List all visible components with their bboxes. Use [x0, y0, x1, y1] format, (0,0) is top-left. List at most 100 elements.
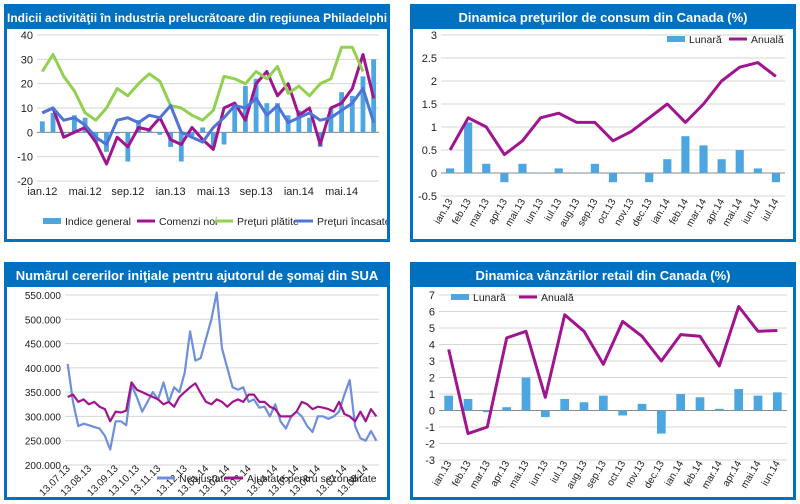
bar	[663, 159, 672, 173]
bar	[360, 76, 366, 133]
bar	[699, 145, 708, 173]
bar	[178, 132, 184, 162]
bar	[560, 398, 570, 411]
legend-swatch	[451, 294, 469, 300]
y-tick-label: 3	[429, 356, 435, 368]
bar	[681, 136, 690, 173]
y-tick-label: 500.000	[25, 315, 62, 326]
bar	[717, 159, 726, 173]
bar	[296, 110, 302, 133]
legend-label: Preţuri plătite	[237, 216, 299, 228]
bar	[200, 127, 206, 133]
y-tick-label: -10	[17, 152, 33, 164]
bar	[772, 392, 782, 411]
chart-title-cpi-canada: Dinamica preţurilor de consum din Canada…	[413, 7, 793, 29]
bar	[253, 78, 259, 133]
x-tick-label: mar.14	[700, 459, 725, 491]
bar	[349, 95, 355, 133]
x-tick-label: iun.14	[740, 197, 763, 226]
bar	[753, 168, 762, 173]
bar	[482, 410, 492, 413]
y-tick-label: 250.000	[25, 437, 62, 448]
x-tick-label: sep.12	[111, 186, 144, 198]
y-tick-label: 0	[429, 406, 435, 418]
series-line	[41, 53, 376, 166]
chart-svg-jobless-claims: 200.000 250.000 300.000 350.000 400.000 450.0…	[25, 291, 379, 497]
y-tick-label: 40	[21, 30, 33, 42]
y-tick-label: 3	[431, 30, 437, 42]
x-tick-label: sep.13	[240, 186, 273, 198]
x-tick-label: ian.12	[27, 186, 57, 198]
bar	[598, 395, 608, 411]
y-tick-label: 450.000	[25, 340, 62, 351]
bar	[339, 92, 344, 133]
x-tick-label: mai.14	[739, 459, 764, 491]
y-tick-label: 4	[429, 340, 435, 352]
chart-panel-philadelphia: Indicii activităţii în industria prelucr…	[4, 4, 390, 242]
y-tick-label: 2	[429, 373, 435, 385]
bar	[39, 121, 45, 133]
bar	[645, 173, 654, 183]
bar	[618, 410, 628, 416]
y-tick-label: 0	[27, 127, 33, 139]
bar	[627, 173, 636, 174]
chart-panel-cpi-canada: Dinamica preţurilor de consum din Canada…	[410, 4, 796, 242]
chart-svg-retail-canada: -3-2-101234567ian.13feb.13mar.13apr.13ma…	[425, 290, 787, 491]
x-tick-label: ian.14	[284, 186, 314, 198]
chart-svg-philadelphia: -20 -10 0 10 20 30 40 ian.12 mai.12 sep.12 ian.13 m…	[17, 30, 387, 228]
legend-label: Ajustate pentru sezonalitate	[247, 473, 377, 485]
bar	[735, 150, 744, 173]
bar	[72, 115, 77, 133]
bar	[572, 173, 581, 174]
chart-title-jobless-claims: Numărul cererilor iniţiale pentru ajutor…	[7, 265, 387, 287]
x-tick-label: ian.13	[156, 186, 186, 198]
y-tick-label: -0.5	[418, 191, 437, 203]
bar	[637, 403, 647, 411]
bar	[656, 410, 666, 434]
y-tick-label: 200.000	[25, 461, 62, 472]
series-line	[41, 87, 376, 146]
y-tick-label: 2.5	[422, 53, 437, 65]
y-tick-label: 400.000	[25, 364, 62, 375]
legend-swatch	[43, 218, 61, 224]
bar	[554, 168, 563, 173]
bar	[714, 408, 724, 411]
bar	[753, 395, 763, 411]
bar	[232, 108, 238, 133]
series-line	[41, 45, 365, 122]
y-tick-label: 1	[429, 389, 435, 401]
chart-title-philadelphia: Indicii activităţii în industria prelucr…	[7, 7, 387, 29]
bar	[590, 163, 599, 173]
series-line	[66, 291, 378, 451]
y-tick-label: 20	[21, 79, 33, 91]
bar	[579, 402, 589, 411]
bar	[500, 173, 509, 183]
y-tick-label: 550.000	[25, 291, 62, 302]
x-tick-label: iul.14	[760, 197, 782, 224]
bar	[536, 173, 545, 174]
chart-svg-cpi-canada: -0.500.511.522.53ian.13feb.13mar.13apr.1…	[418, 30, 785, 229]
bar	[221, 132, 227, 145]
bar	[518, 163, 527, 173]
y-tick-label: 6	[429, 307, 435, 319]
y-tick-label: -20	[17, 176, 33, 188]
bar	[521, 377, 531, 411]
x-tick-label: mar.13	[468, 459, 493, 491]
bar	[307, 117, 312, 133]
x-tick-label: iun.13	[528, 459, 551, 488]
legend-label: Neajustate	[179, 473, 229, 485]
bar	[676, 394, 686, 411]
x-tick-label: mai.13	[197, 186, 230, 198]
bar	[189, 132, 195, 136]
legend-label: Preţuri încasate	[317, 216, 387, 228]
y-tick-label: 350.000	[25, 388, 62, 399]
bar	[157, 132, 163, 135]
bar	[608, 173, 618, 183]
bar	[695, 397, 705, 411]
bar	[264, 103, 270, 133]
series-line	[448, 61, 777, 157]
x-tick-label: mai.14	[325, 186, 358, 198]
bar	[50, 112, 56, 133]
series-line	[447, 305, 778, 436]
bar	[275, 103, 280, 133]
